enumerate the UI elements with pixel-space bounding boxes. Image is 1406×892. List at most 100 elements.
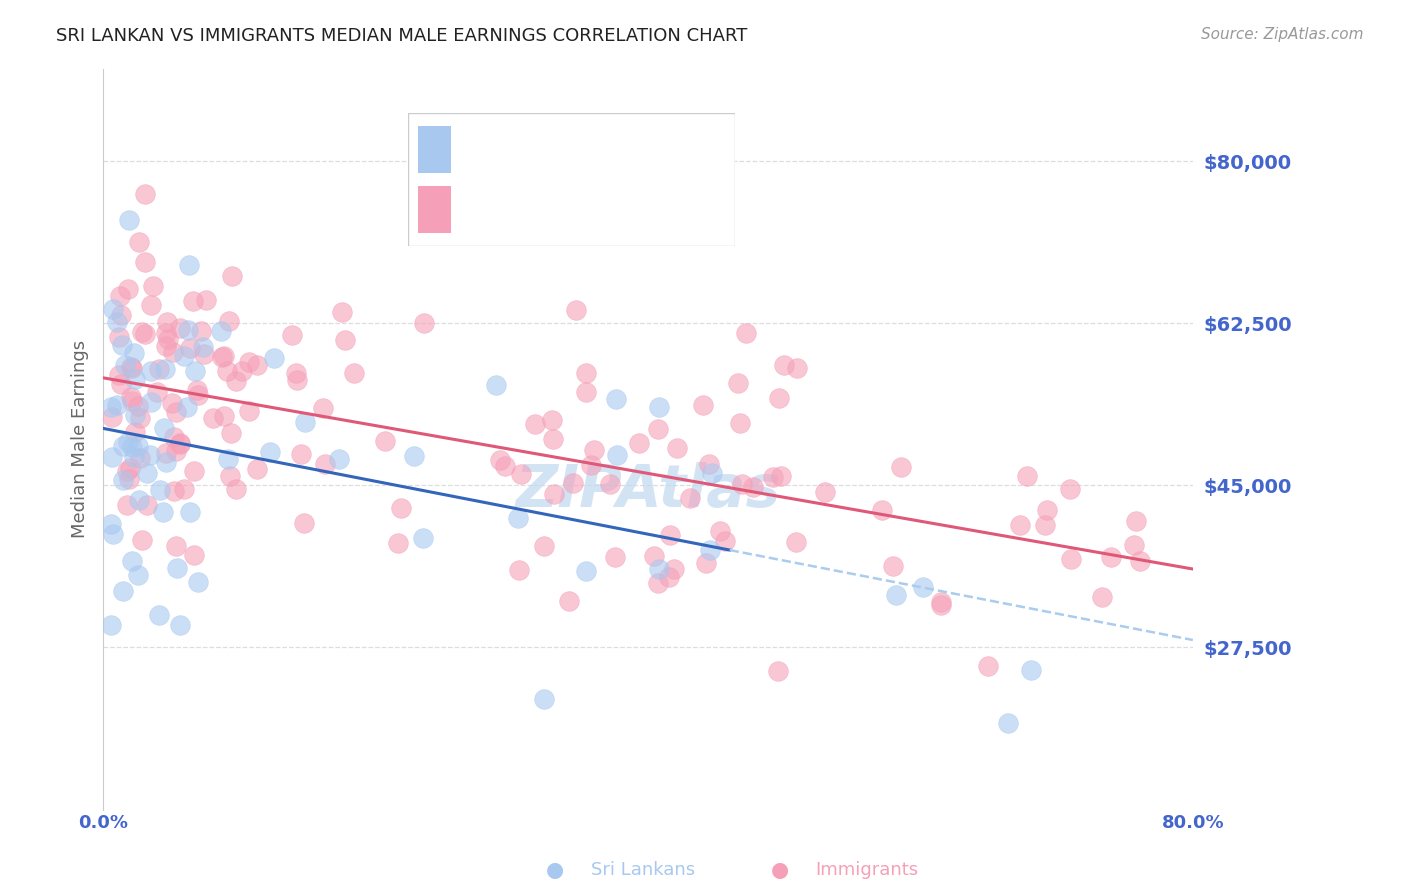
Point: [194, 293, 217, 307]
Point: [1125, 514, 1147, 528]
Point: [699, 543, 721, 558]
Point: [221, 426, 243, 441]
Point: [374, 434, 396, 449]
Text: Source: ZipAtlas.com: Source: ZipAtlas.com: [1201, 27, 1364, 42]
Point: [506, 511, 529, 525]
Point: [111, 439, 134, 453]
Point: [575, 385, 598, 400]
Point: [882, 558, 904, 573]
Point: [292, 516, 315, 530]
Point: [101, 410, 124, 425]
Point: [139, 298, 162, 312]
Point: [911, 581, 934, 595]
Point: [870, 503, 893, 517]
Text: Immigrants: Immigrants: [815, 861, 918, 879]
Point: [173, 482, 195, 496]
Point: [215, 364, 238, 378]
Point: [1099, 549, 1122, 564]
Point: [128, 235, 150, 249]
Point: [221, 268, 243, 283]
Point: [665, 441, 688, 455]
Point: [1035, 503, 1057, 517]
Y-axis label: Median Male Earnings: Median Male Earnings: [72, 340, 89, 538]
Point: [643, 549, 665, 563]
Point: [599, 477, 621, 491]
Point: [533, 692, 555, 706]
Point: [155, 339, 177, 353]
Point: [134, 255, 156, 269]
Point: [259, 445, 281, 459]
Point: [741, 480, 763, 494]
Point: [101, 301, 124, 316]
Point: [153, 362, 176, 376]
Point: [510, 467, 533, 482]
Point: [285, 373, 308, 387]
Point: [117, 434, 139, 449]
Point: [1060, 552, 1083, 566]
Point: [169, 436, 191, 450]
Point: [606, 448, 628, 462]
Point: [111, 338, 134, 352]
Point: [328, 451, 350, 466]
Point: [664, 562, 686, 576]
Point: [139, 364, 162, 378]
Point: [695, 556, 717, 570]
Point: [209, 324, 232, 338]
Point: [155, 446, 177, 460]
Text: ZIPAtlas: ZIPAtlas: [515, 462, 780, 519]
Point: [160, 396, 183, 410]
Point: [148, 361, 170, 376]
Point: [108, 329, 131, 343]
Point: [929, 599, 952, 613]
Point: [163, 484, 186, 499]
Text: ●: ●: [547, 860, 564, 880]
Point: [225, 374, 247, 388]
Point: [1129, 554, 1152, 568]
Point: [679, 491, 702, 505]
Point: [533, 539, 555, 553]
Point: [131, 325, 153, 339]
Point: [700, 466, 723, 480]
Point: [285, 366, 308, 380]
Point: [575, 367, 598, 381]
Point: [603, 549, 626, 564]
Point: [494, 459, 516, 474]
Point: [134, 187, 156, 202]
Point: [389, 500, 412, 515]
Point: [343, 366, 366, 380]
Point: [709, 524, 731, 539]
Text: Sri Lankans: Sri Lankans: [591, 861, 695, 879]
Point: [115, 464, 138, 478]
Point: [177, 323, 200, 337]
Point: [225, 482, 247, 496]
Point: [579, 458, 602, 472]
Point: [786, 361, 808, 376]
Point: [100, 517, 122, 532]
Point: [508, 563, 530, 577]
Point: [124, 408, 146, 422]
Text: ●: ●: [772, 860, 789, 880]
Point: [155, 326, 177, 340]
Point: [212, 409, 235, 423]
Point: [148, 483, 170, 497]
Point: [184, 364, 207, 378]
Point: [543, 487, 565, 501]
Point: [541, 432, 564, 446]
Point: [762, 470, 785, 484]
Point: [134, 327, 156, 342]
Point: [146, 384, 169, 399]
Point: [153, 421, 176, 435]
Point: [121, 440, 143, 454]
Point: [127, 439, 149, 453]
Point: [977, 658, 1000, 673]
Point: [157, 332, 180, 346]
Point: [120, 460, 142, 475]
Point: [187, 388, 209, 402]
Point: [312, 401, 335, 416]
Point: [697, 457, 720, 471]
Point: [183, 464, 205, 478]
Point: [1010, 517, 1032, 532]
Point: [110, 309, 132, 323]
Point: [814, 484, 837, 499]
Point: [217, 451, 239, 466]
